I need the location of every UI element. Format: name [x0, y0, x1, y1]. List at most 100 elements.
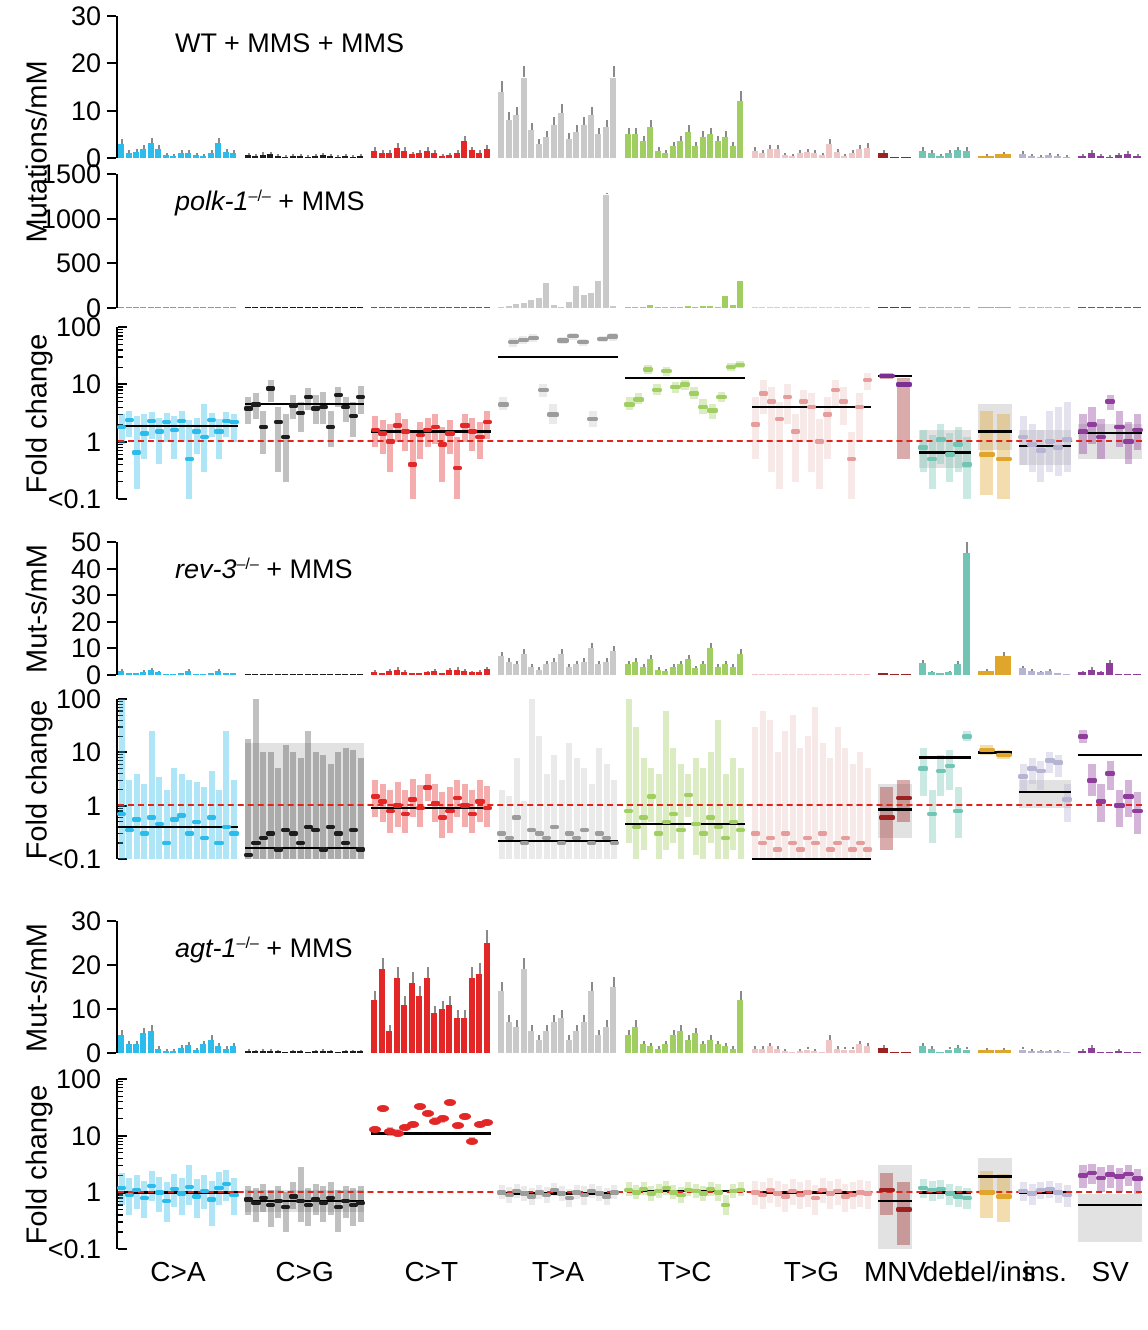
bar: [513, 115, 520, 158]
bar: [1036, 1051, 1044, 1053]
bar: [1036, 307, 1044, 308]
data-point: [716, 394, 727, 400]
error-bar: [575, 125, 578, 132]
error-bar: [866, 143, 869, 148]
bar: [856, 673, 863, 675]
error-bar: [374, 670, 377, 672]
bar: [684, 659, 691, 675]
data-point: [437, 442, 448, 447]
ci-box: [1078, 1193, 1142, 1243]
bar: [692, 307, 699, 308]
y-minor-tick: [118, 356, 123, 358]
ci-band: [1115, 789, 1124, 827]
bar: [185, 671, 192, 675]
median-line: [978, 430, 1012, 433]
bar: [378, 672, 385, 675]
ci-band: [663, 710, 670, 850]
bar: [289, 155, 296, 158]
bar: [610, 651, 617, 675]
bar: [282, 156, 289, 158]
y-minor-tick: [118, 406, 123, 408]
bar: [319, 674, 326, 675]
data-point: [527, 827, 537, 833]
data-point: [207, 815, 217, 820]
y-minor-tick: [118, 1194, 123, 1196]
error-bar: [568, 133, 571, 140]
error-bar: [292, 1049, 295, 1052]
error-bar: [598, 128, 601, 135]
error-bar: [739, 91, 742, 102]
bar: [587, 648, 594, 675]
bar: [833, 152, 840, 158]
data-point: [1053, 445, 1064, 450]
bar: [1123, 307, 1132, 308]
data-point: [579, 1192, 589, 1198]
error-bar: [553, 658, 556, 662]
median-line: [878, 374, 912, 378]
bar: [230, 153, 237, 158]
error-bar: [143, 1027, 146, 1034]
error-bar: [1127, 151, 1130, 154]
bar: [565, 667, 572, 675]
error-bar: [769, 1043, 772, 1047]
data-point: [154, 821, 164, 827]
bar: [274, 1051, 281, 1053]
ci-band: [193, 417, 200, 455]
y-tick-label: 50: [70, 527, 101, 557]
data-point: [333, 392, 343, 398]
bar: [789, 1051, 796, 1053]
y-tick-label: 0: [85, 660, 101, 690]
bar: [632, 661, 639, 675]
error-bar: [836, 1046, 839, 1049]
data-point: [406, 1120, 419, 1128]
bar: [170, 674, 177, 675]
error-bar: [672, 1030, 675, 1036]
bar: [550, 124, 557, 158]
bar: [1123, 153, 1132, 158]
error-bar: [642, 1040, 645, 1045]
y-minor-tick: [118, 396, 123, 398]
bar: [848, 307, 855, 308]
data-point: [266, 386, 276, 391]
data-point: [467, 429, 478, 434]
bar: [192, 673, 199, 675]
data-point: [736, 1187, 746, 1193]
error-bar: [158, 144, 161, 149]
bar: [155, 672, 162, 675]
error-bar: [277, 154, 280, 157]
ci-band: [417, 422, 424, 459]
data-point: [542, 835, 552, 840]
bar: [863, 1046, 870, 1053]
data-point: [1095, 434, 1107, 440]
bar: [878, 673, 889, 675]
bar: [684, 132, 691, 158]
bar: [1019, 153, 1027, 158]
y-minor-tick: [118, 833, 123, 835]
bar: [751, 307, 758, 308]
y-minor-tick: [118, 714, 123, 716]
ci-band: [156, 776, 163, 859]
bar: [978, 671, 994, 675]
median-line: [751, 857, 872, 861]
bar: [543, 664, 550, 675]
error-bar: [1081, 153, 1084, 156]
bar: [520, 302, 527, 308]
error-bar: [195, 153, 198, 156]
data-point: [953, 1194, 964, 1199]
error-bar: [702, 661, 705, 665]
data-point: [408, 797, 418, 802]
error-bar: [717, 1040, 720, 1045]
error-bar: [575, 1025, 578, 1031]
data-point: [961, 462, 973, 467]
bar: [200, 1044, 207, 1053]
error-bar: [1081, 670, 1084, 673]
bar: [476, 671, 483, 675]
error-bar: [836, 149, 839, 153]
bar: [654, 150, 661, 158]
error-bar: [486, 144, 489, 149]
data-point: [348, 413, 358, 419]
error-bar: [695, 141, 697, 147]
data-point: [863, 1191, 873, 1196]
ci-band: [1028, 757, 1036, 785]
error-bar: [218, 1043, 220, 1047]
